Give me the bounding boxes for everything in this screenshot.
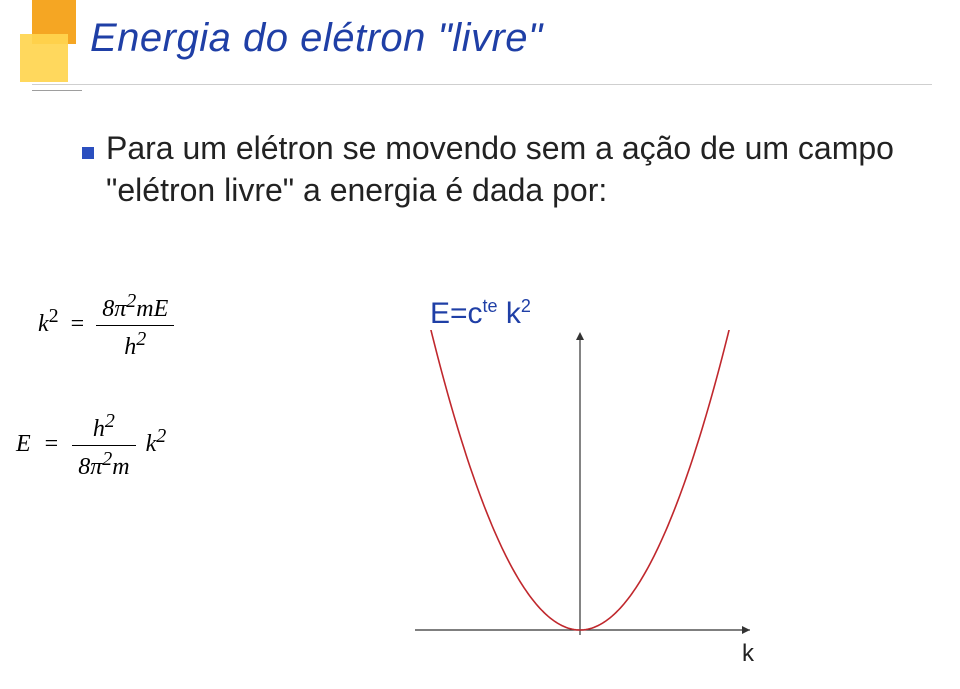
formula1-numerator: 8π2mE (96, 290, 174, 326)
x-axis-label: k (742, 640, 754, 668)
equation-label: E=cte k2 (430, 296, 531, 331)
title-underline-short (32, 90, 82, 91)
formula1-lhs: k (38, 311, 49, 337)
bullet-text: Para um elétron se movendo sem a ação de… (106, 128, 936, 211)
formula2-tail: k2 (146, 431, 167, 457)
formula-energy: E = h2 8π2m k2 (16, 410, 166, 481)
corner-accent-yellow (20, 34, 68, 82)
bullet-icon (82, 147, 94, 159)
formula-k-squared: k2 = 8π2mE h2 (38, 290, 174, 361)
formula2-numerator: h2 (72, 410, 135, 446)
formula2-lhs: E (16, 431, 31, 457)
slide-title: Energia do elétron "livre" (90, 16, 543, 61)
formula2-denominator: 8π2m (72, 446, 135, 481)
parabola-chart (400, 330, 760, 650)
formula1-lhs-sup: 2 (49, 305, 59, 327)
formula1-denominator: h2 (96, 326, 174, 361)
slide: Energia do elétron "livre" Para um elétr… (0, 0, 960, 689)
title-underline (32, 84, 932, 85)
